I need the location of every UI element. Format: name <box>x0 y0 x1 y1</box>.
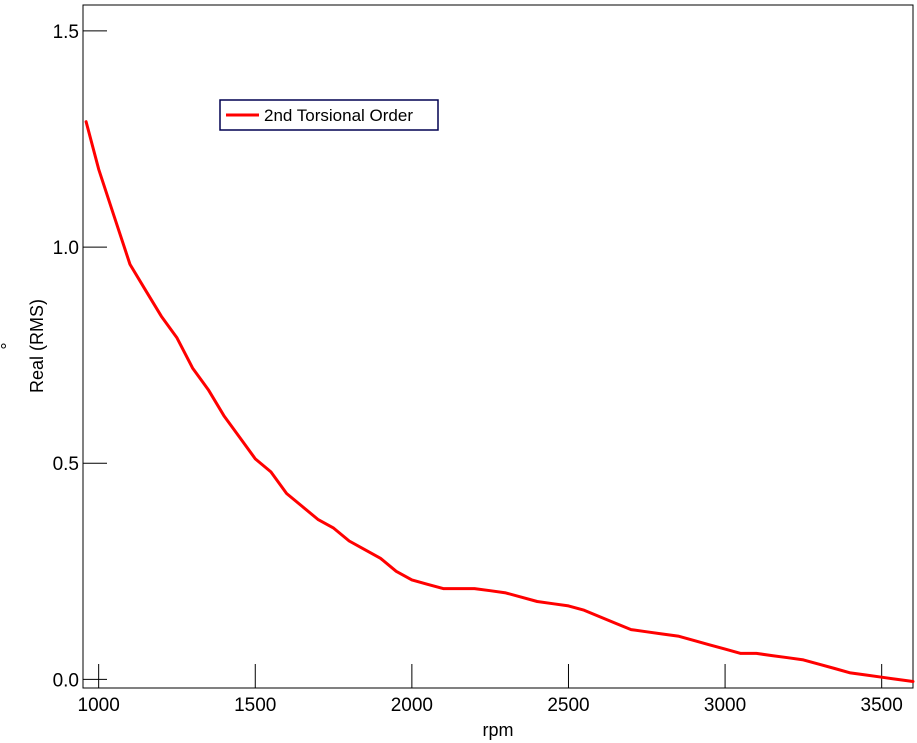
legend-box <box>219 99 439 131</box>
y-tick-label: 0.0 <box>53 670 79 691</box>
x-tick-label: 2500 <box>547 695 589 716</box>
y-tick-label: 1.5 <box>53 22 79 43</box>
y-axis-title: Real (RMS) <box>27 299 47 393</box>
y-axis-unit: ° <box>0 342 18 349</box>
legend-label: 2nd Torsional Order <box>264 106 413 125</box>
plot-frame <box>82 4 914 689</box>
y-tick-label: 1.0 <box>53 238 79 259</box>
x-tick-label: 2000 <box>391 695 433 716</box>
x-tick-label: 3000 <box>704 695 746 716</box>
tick-labels: 1000 1500 2000 2500 3000 3500 0.0 0.5 1.0 1.5 <box>53 22 903 716</box>
x-tick-label: 1500 <box>234 695 276 716</box>
x-tick-label: 3500 <box>861 695 903 716</box>
y-tick-label: 0.5 <box>53 454 79 475</box>
x-axis-title: rpm <box>483 720 514 740</box>
legend: 2nd Torsional Order <box>219 99 439 131</box>
series-line <box>84 120 915 683</box>
series-layer <box>84 120 915 683</box>
x-tick-label: 1000 <box>78 695 120 716</box>
